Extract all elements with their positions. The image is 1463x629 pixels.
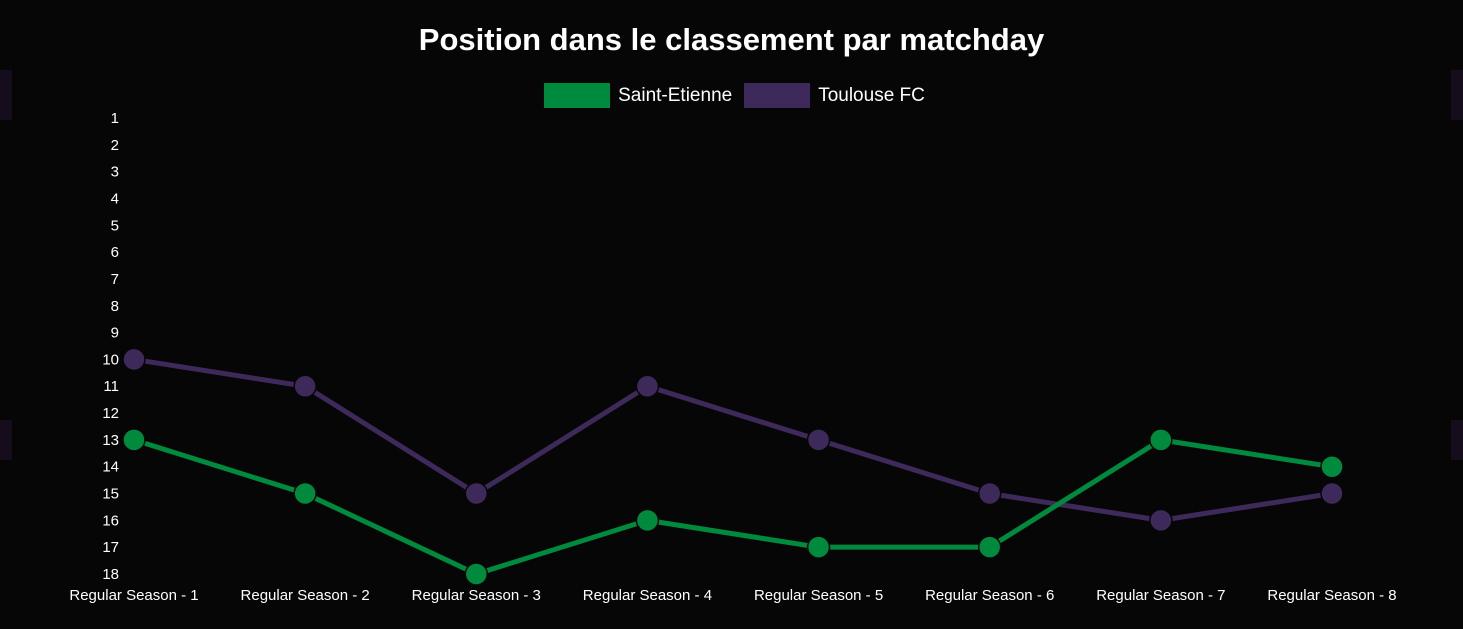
y-tick-label: 2 — [111, 137, 119, 154]
right-edge-marker-top — [1451, 70, 1463, 120]
data-point-toulouse-fc[interactable] — [293, 374, 317, 398]
data-point-saint-etienne[interactable] — [122, 428, 146, 452]
data-point-saint-etienne[interactable] — [806, 535, 831, 559]
legend-item-toulouse-fc[interactable]: Toulouse FC — [744, 83, 925, 108]
y-tick-label: 10 — [102, 351, 119, 368]
data-point-saint-etienne[interactable] — [464, 562, 489, 586]
x-tick-label: Regular Season - 2 — [241, 587, 370, 604]
series-lines — [131, 356, 1335, 577]
data-point-saint-etienne[interactable] — [1320, 454, 1344, 479]
data-point-toulouse-fc[interactable] — [635, 374, 660, 398]
legend-item-saint-etienne[interactable]: Saint-Etienne — [544, 83, 732, 108]
legend-swatch-toulouse-fc — [744, 83, 811, 108]
x-tick-label: Regular Season - 7 — [1096, 587, 1225, 604]
x-tick-label: Regular Season - 3 — [412, 587, 541, 604]
y-tick-label: 5 — [111, 217, 119, 234]
y-tick-label: 7 — [111, 271, 119, 288]
x-tick-label: Regular Season - 8 — [1267, 587, 1396, 604]
left-edge-marker-bottom — [0, 420, 12, 460]
y-tick-label: 16 — [102, 512, 119, 529]
x-tick-label: Regular Season - 1 — [69, 587, 198, 604]
y-tick-label: 18 — [102, 566, 119, 583]
data-point-saint-etienne[interactable] — [293, 481, 317, 506]
y-tick-label: 13 — [102, 432, 119, 449]
x-tick-label: Regular Season - 6 — [925, 587, 1054, 604]
y-tick-label: 14 — [102, 459, 119, 476]
y-tick-label: 1 — [111, 110, 119, 127]
chart-title: Position dans le classement par matchday — [418, 22, 1045, 57]
legend-label-saint-etienne: Saint-Etienne — [618, 84, 733, 106]
data-point-toulouse-fc[interactable] — [1149, 508, 1173, 533]
series-line-toulouse-fc — [131, 356, 1335, 523]
data-point-toulouse-fc[interactable] — [977, 481, 1002, 506]
y-tick-label: 9 — [111, 325, 119, 342]
y-tick-label: 3 — [111, 164, 119, 181]
series-line-saint-etienne — [131, 437, 1335, 577]
x-axis: Regular Season - 1 Regular Season - 2 Regu… — [69, 587, 1396, 604]
legend-label-toulouse-fc: Toulouse FC — [818, 84, 925, 106]
y-tick-label: 15 — [102, 486, 119, 503]
y-tick-label: 4 — [111, 190, 119, 207]
data-point-saint-etienne[interactable] — [977, 535, 1002, 559]
left-edge-marker-top — [0, 70, 12, 120]
x-tick-label: Regular Season - 5 — [754, 587, 883, 604]
y-tick-label: 12 — [102, 405, 119, 422]
chart-legend: Saint-Etienne Toulouse FC — [0, 83, 1463, 108]
y-tick-label: 6 — [111, 244, 119, 261]
data-point-toulouse-fc[interactable] — [806, 428, 831, 452]
data-point-toulouse-fc[interactable] — [1320, 481, 1344, 506]
data-point-toulouse-fc[interactable] — [464, 481, 489, 506]
series-points — [122, 347, 1344, 586]
x-tick-label: Regular Season - 4 — [583, 587, 712, 604]
data-point-saint-etienne[interactable] — [1149, 428, 1173, 452]
legend-swatch-saint-etienne — [544, 83, 611, 108]
y-tick-label: 17 — [102, 539, 119, 556]
right-edge-marker-bottom — [1451, 420, 1463, 460]
y-tick-label: 8 — [111, 298, 119, 315]
data-point-saint-etienne[interactable] — [635, 508, 660, 533]
y-tick-label: 11 — [103, 378, 119, 395]
data-point-toulouse-fc[interactable] — [122, 347, 146, 372]
